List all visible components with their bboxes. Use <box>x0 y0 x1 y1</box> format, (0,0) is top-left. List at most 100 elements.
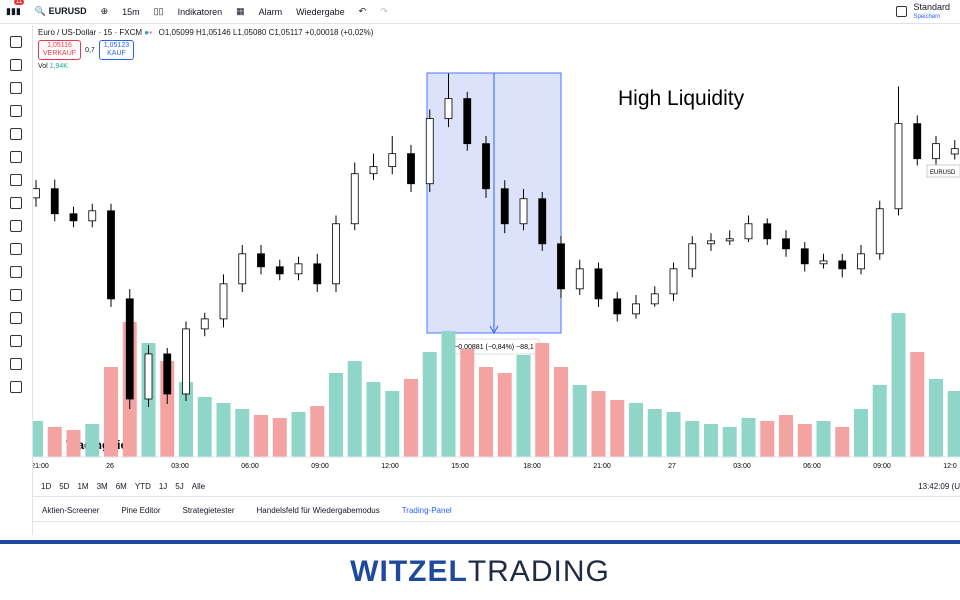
volume-bar <box>610 400 625 457</box>
drawing-toolbar <box>0 25 33 535</box>
range-button[interactable]: 6M <box>115 482 127 491</box>
tool[interactable] <box>10 335 22 347</box>
tool[interactable] <box>10 197 22 209</box>
candle-body <box>294 263 303 275</box>
menu[interactable]: ▮▮▮ 11 <box>6 0 25 16</box>
change: +0,00018 (+0,02%) <box>304 28 374 37</box>
candle-body <box>238 253 247 285</box>
buy-button[interactable]: 1,05123 KAUF <box>98 40 135 60</box>
candle-body <box>463 98 472 145</box>
tool[interactable] <box>10 266 22 278</box>
candle-body <box>538 198 547 245</box>
tool[interactable] <box>10 174 22 186</box>
volume-bar <box>572 385 587 457</box>
candle-body <box>782 238 790 250</box>
clock: 13:42:09 (U <box>918 482 960 491</box>
chart-type[interactable]: ▯▯ <box>153 6 164 16</box>
time-label: 12:00 <box>381 463 399 470</box>
ohlc-label: H <box>196 28 202 37</box>
templates[interactable]: ▦ <box>236 6 245 16</box>
time-label: 27 <box>668 463 676 470</box>
candle-body <box>332 223 340 285</box>
range-button[interactable]: 3M <box>96 482 108 491</box>
layout-menu[interactable]: Standard Speichern <box>896 2 950 21</box>
panel-tab[interactable]: Trading-Panel <box>401 506 452 515</box>
time-label: 09:00 <box>311 463 329 470</box>
toolbar-button[interactable]: Indikatoren <box>177 6 223 17</box>
range-button[interactable]: YTD <box>134 482 151 491</box>
watermark: TradingView <box>66 438 137 452</box>
candle-body <box>107 210 115 300</box>
time-label: 15:00 <box>451 463 469 470</box>
tool[interactable] <box>10 59 22 71</box>
volume-bar <box>329 373 343 457</box>
candle-body <box>219 283 228 320</box>
toolbar-button[interactable]: Wiedergabe <box>296 6 345 17</box>
volume-bar <box>947 391 960 457</box>
tool[interactable] <box>10 381 22 393</box>
volume-bar <box>272 418 287 457</box>
volume-bar <box>535 343 550 457</box>
volume-bar <box>854 409 868 457</box>
volume-bar <box>254 415 268 457</box>
candle-body <box>838 260 847 270</box>
volume-bar <box>629 403 643 457</box>
redo[interactable]: ↷ <box>380 6 388 16</box>
tool[interactable] <box>10 220 22 232</box>
symbol: EURUSD <box>48 6 87 16</box>
range-button[interactable]: 5D <box>59 482 70 491</box>
undo[interactable]: ↶ <box>358 6 367 16</box>
range-button[interactable]: 5J <box>175 482 184 491</box>
candle-body <box>800 248 809 265</box>
range-button[interactable]: 1M <box>77 482 89 491</box>
symbol-search[interactable]: 🔍 EURUSD <box>34 6 87 16</box>
range-button[interactable]: 1J <box>158 482 168 491</box>
tool[interactable] <box>10 105 22 117</box>
panel-tab[interactable]: Aktien-Screener <box>42 506 100 515</box>
panel-tab[interactable]: Pine Editor <box>121 506 161 515</box>
range-button[interactable]: 1D <box>41 482 52 491</box>
tool[interactable] <box>10 151 22 163</box>
candle-layer <box>33 73 959 409</box>
candle-body <box>275 266 284 275</box>
volume-bar <box>554 367 568 457</box>
volume-bar <box>591 391 606 457</box>
tool[interactable] <box>10 243 22 255</box>
tool[interactable] <box>10 358 22 370</box>
time-label: 06:00 <box>241 463 259 470</box>
time-label: 03:00 <box>733 463 751 470</box>
volume-bar <box>797 424 812 457</box>
ohlc-value: 1,05146 <box>201 28 231 37</box>
candle-body <box>33 188 40 199</box>
legend: Euro / US-Dollar · 15 · FXCM ●▪ O1,05099… <box>38 28 373 70</box>
symbol-tag-box <box>926 164 960 178</box>
candle-body <box>875 208 884 255</box>
candle-body <box>350 173 359 225</box>
tool[interactable] <box>10 82 22 94</box>
range-button[interactable]: Alle <box>191 482 206 491</box>
add-symbol[interactable]: ⊕ <box>100 6 109 16</box>
ohlc-value: 1,05080 <box>237 28 267 37</box>
panel-tab[interactable]: Strategietester <box>182 506 235 515</box>
volume-bar <box>366 382 381 457</box>
tool[interactable] <box>10 312 22 324</box>
toolbar-button[interactable]: Alarm <box>258 6 283 17</box>
candle-body <box>594 268 603 300</box>
tool[interactable] <box>10 289 22 301</box>
candle-body <box>425 118 434 185</box>
candle-body <box>163 353 172 395</box>
legend-row: Euro / US-Dollar · 15 · FXCM ●▪ O1,05099… <box>38 28 374 37</box>
volume-bar <box>85 424 100 457</box>
volume-bar <box>347 361 362 457</box>
sell-button[interactable]: 1,05116 VERKAUF <box>38 40 82 60</box>
vol-value: 1,94K <box>49 63 68 70</box>
volume-bar <box>722 427 737 457</box>
tool[interactable] <box>10 128 22 140</box>
candle-body <box>725 238 734 242</box>
tool[interactable] <box>10 36 22 48</box>
save[interactable]: Speichern <box>913 13 941 20</box>
measure-label: −0,00881 (−0,84%) −88,1 <box>454 344 534 351</box>
panel-tab[interactable]: Handelsfeld für Wiedergabemodus <box>256 506 380 515</box>
interval[interactable]: 15m <box>122 6 140 17</box>
candle-body <box>519 198 528 225</box>
